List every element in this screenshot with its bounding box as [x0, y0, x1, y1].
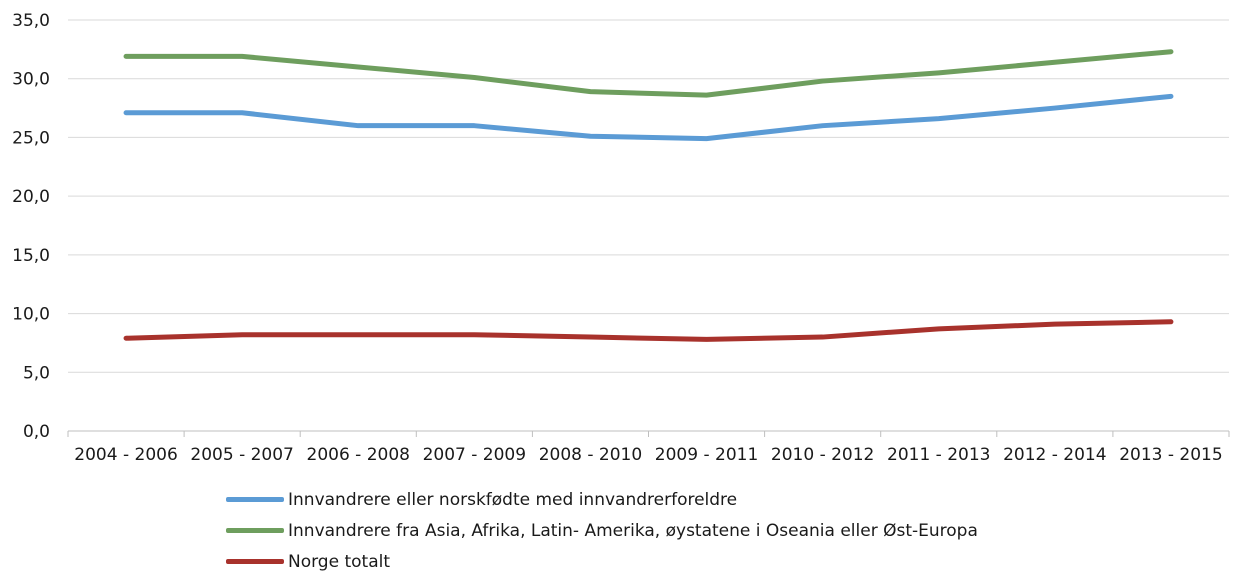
series-line-3: [123, 319, 1174, 342]
x-tick-label: 2005 - 2007: [190, 445, 293, 465]
data-series: [123, 49, 1174, 342]
y-tick-label: 30,0: [12, 70, 50, 90]
series-line-1: [123, 93, 1174, 142]
y-tick-label: 25,0: [12, 128, 50, 148]
legend-swatch: [226, 528, 284, 533]
legend-label: Innvandrere fra Asia, Afrika, Latin- Ame…: [288, 520, 978, 541]
y-tick-label: 20,0: [12, 187, 50, 207]
legend-swatch: [226, 559, 284, 564]
y-tick-label: 0,0: [23, 422, 50, 442]
legend-label: Innvandrere eller norskfødte med innvand…: [288, 489, 738, 510]
x-tick-label: 2013 - 2015: [1119, 445, 1222, 465]
y-axis-tick-labels: 0,0 5,0 10,0 15,0 20,0 25,0 30,0 35,0: [12, 11, 50, 442]
x-tick-label: 2010 - 2012: [771, 445, 874, 465]
legend-item: Innvandrere eller norskfødte med innvand…: [226, 484, 978, 515]
x-tick-label: 2008 - 2010: [539, 445, 642, 465]
x-tick-label: 2009 - 2011: [655, 445, 758, 465]
legend: Innvandrere eller norskfødte med innvand…: [226, 484, 978, 577]
gridlines: [68, 19, 1229, 373]
y-tick-label: 5,0: [23, 363, 50, 383]
y-tick-label: 10,0: [12, 305, 50, 325]
legend-swatch: [226, 497, 284, 502]
series-line-2: [123, 49, 1174, 98]
line-chart: 0,0 5,0 10,0 15,0 20,0 25,0 30,0 35,0 2004 - 20…: [12, 11, 1230, 465]
y-tick-label: 15,0: [12, 246, 50, 266]
axes: [67, 430, 1230, 437]
x-axis-tick-labels: 2004 - 2006 2005 - 2007 2006 - 2008 2007 - …: [74, 445, 1222, 465]
x-tick-label: 2004 - 2006: [74, 445, 177, 465]
legend-item: Innvandrere fra Asia, Afrika, Latin- Ame…: [226, 515, 978, 546]
x-tick-label: 2007 - 2009: [423, 445, 526, 465]
x-tick-label: 2011 - 2013: [887, 445, 990, 465]
legend-item: Norge totalt: [226, 546, 978, 577]
legend-label: Norge totalt: [288, 551, 390, 572]
x-tick-label: 2006 - 2008: [307, 445, 410, 465]
y-tick-label: 35,0: [12, 11, 50, 31]
x-tick-label: 2012 - 2014: [1003, 445, 1106, 465]
